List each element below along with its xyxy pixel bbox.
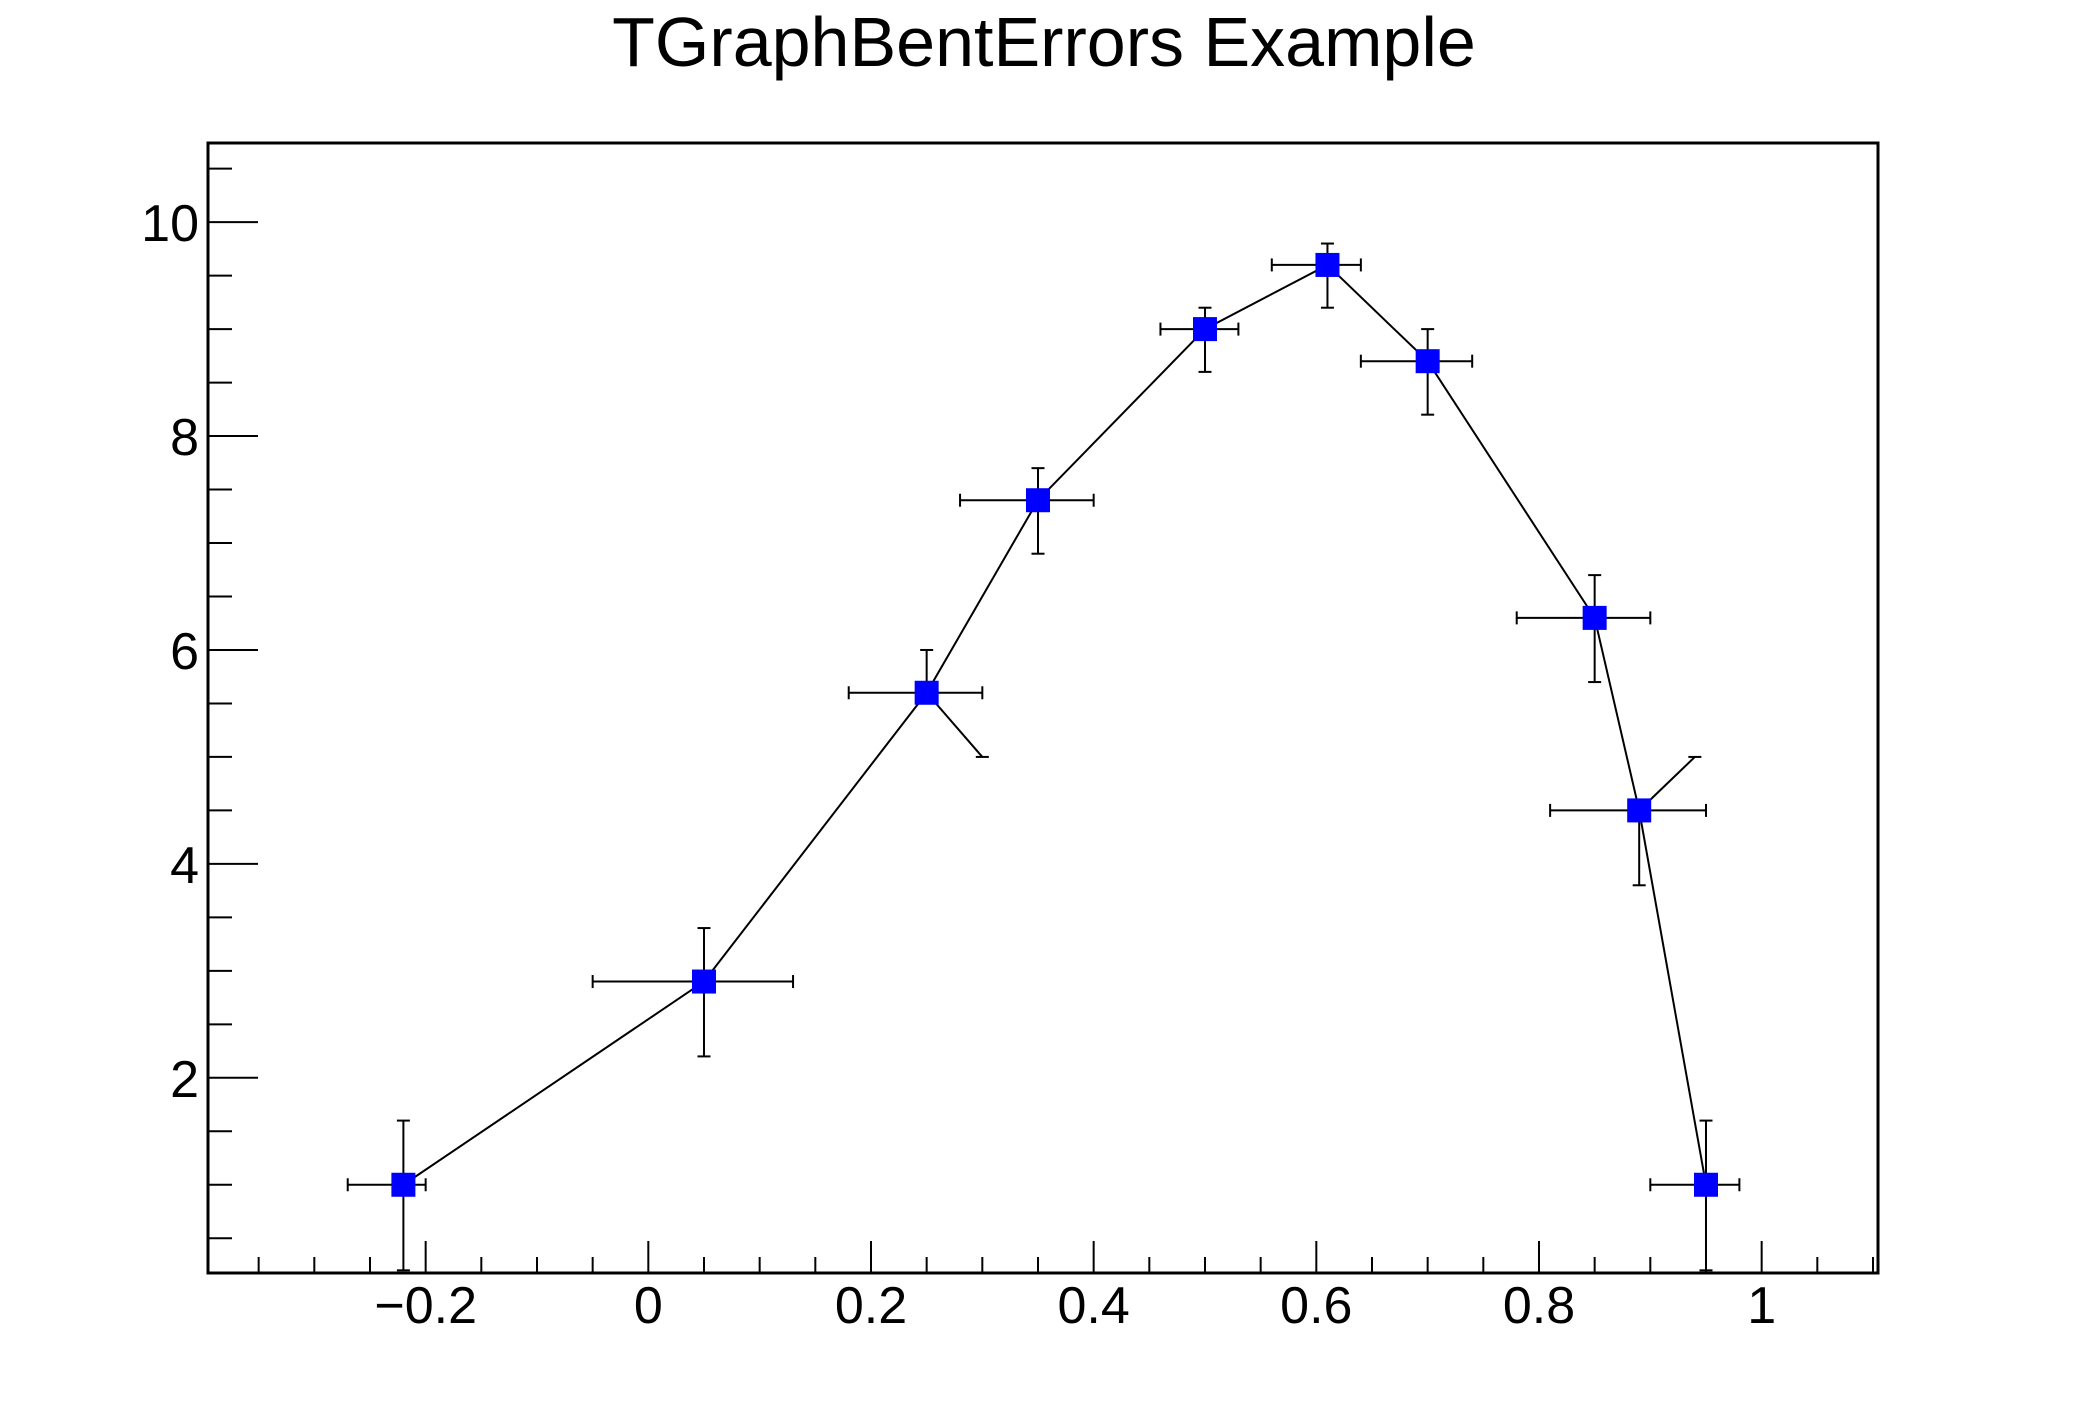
y-tick-label: 2 xyxy=(170,1051,199,1109)
data-point-marker xyxy=(1192,317,1217,342)
data-point-marker xyxy=(1627,798,1652,823)
data-point-marker xyxy=(391,1172,416,1197)
data-point-marker xyxy=(1693,1172,1718,1197)
series-line xyxy=(402,263,1707,1186)
x-tick-label: 0.4 xyxy=(1058,1277,1130,1335)
x-tick-label: 0.2 xyxy=(835,1277,907,1335)
y-tick-label: 4 xyxy=(170,837,199,895)
data-point-marker xyxy=(1415,349,1440,374)
data-point-marker xyxy=(1025,488,1050,513)
y-tick-label: 8 xyxy=(170,409,199,467)
data-point-marker xyxy=(691,969,716,994)
x-tick-label: 0 xyxy=(634,1277,663,1335)
data-point-marker xyxy=(1315,252,1340,277)
y-tick-label: 6 xyxy=(170,623,199,681)
x-tick-label: 0.6 xyxy=(1280,1277,1352,1335)
y-tick-label: 10 xyxy=(141,195,199,253)
data-point-marker xyxy=(1582,605,1607,630)
x-tick-label: −0.2 xyxy=(374,1277,477,1335)
x-tick-label: 1 xyxy=(1747,1277,1776,1335)
x-tick-label: 0.8 xyxy=(1503,1277,1575,1335)
plot-frame xyxy=(206,141,1880,1275)
data-point-marker xyxy=(914,680,939,705)
chart-title: TGraphBentErrors Example xyxy=(612,3,1476,81)
